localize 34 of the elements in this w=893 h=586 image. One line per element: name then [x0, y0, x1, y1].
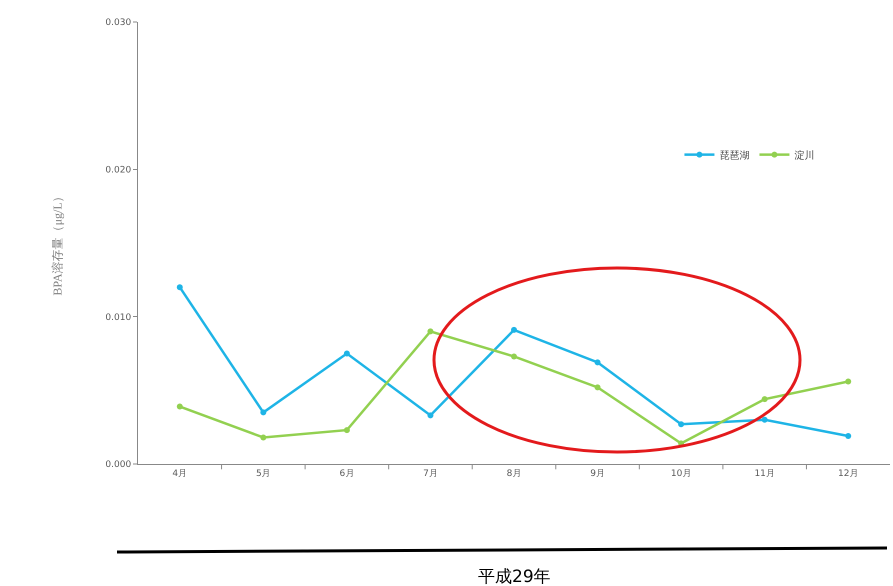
x-tick-label: 6月 — [340, 468, 354, 479]
x-tick-label: 4月 — [172, 468, 188, 479]
x-tick-label: 8月 — [506, 468, 522, 479]
y-tick-label: 0.030 — [105, 18, 132, 28]
point — [845, 433, 852, 440]
point — [678, 421, 684, 428]
y-tick-label: 0.020 — [105, 165, 132, 176]
x-tick-label: 5月 — [256, 468, 271, 479]
point — [344, 427, 350, 434]
x-tick-label: 9月 — [590, 468, 605, 479]
point — [845, 378, 852, 384]
y-tick-label: 0.010 — [105, 312, 132, 323]
point — [427, 328, 434, 334]
point — [594, 359, 601, 366]
x-tick-label: 7月 — [423, 468, 438, 479]
point — [594, 384, 601, 390]
legend-label: 琵琶湖 — [719, 150, 750, 162]
point — [762, 396, 768, 402]
point — [511, 353, 517, 360]
legend-label: 淀川 — [794, 150, 814, 162]
point — [176, 284, 183, 290]
x-tick-label: 12月 — [838, 468, 858, 479]
y-tick-label: 0.000 — [105, 460, 132, 470]
x-tick-label: 10月 — [670, 468, 692, 479]
y-axis-title: BPA溶存量（μg/L） — [50, 190, 65, 296]
point — [176, 404, 183, 410]
point — [427, 412, 434, 418]
point — [344, 350, 350, 356]
point — [511, 326, 517, 333]
x-tick-label: 11月 — [754, 468, 775, 479]
text: 平成29年 — [478, 567, 551, 586]
point — [762, 416, 768, 423]
point — [260, 434, 266, 440]
point — [260, 409, 266, 416]
